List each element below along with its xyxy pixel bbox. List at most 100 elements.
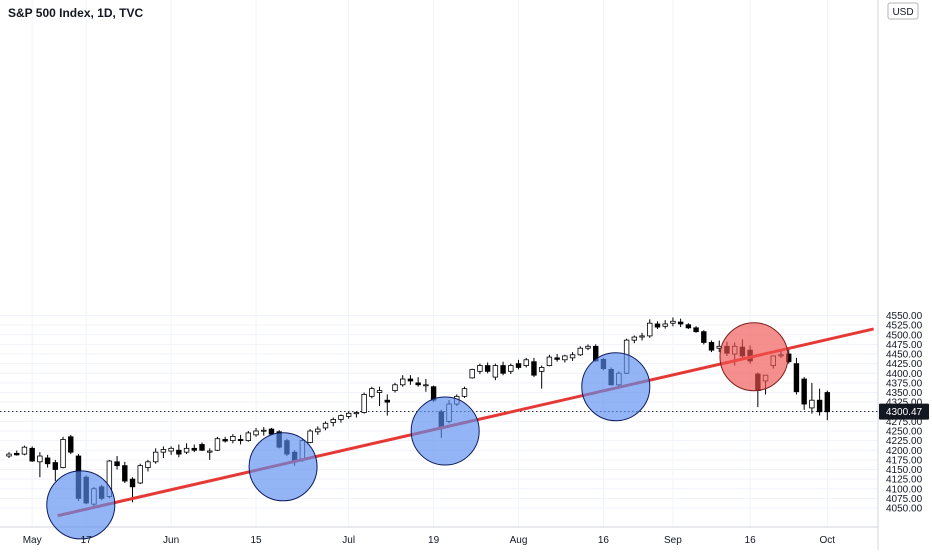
candle-down	[52, 459, 59, 482]
y-tick-label: 4400.00	[886, 369, 923, 380]
candle-body	[176, 449, 182, 455]
time-axis: May 17 Jun 15 Jul 19 Aug 16 Sep 16 Oct	[23, 535, 836, 546]
candle-body	[6, 453, 12, 457]
annotations	[46, 322, 874, 540]
y-tick-label: 4375.00	[886, 378, 923, 389]
breakdown-circle[interactable]	[719, 322, 789, 392]
candle-up	[639, 332, 645, 341]
y-tick-label: 4325.00	[886, 398, 923, 409]
candle-body	[562, 355, 568, 361]
candle-up	[253, 427, 259, 437]
candle-down	[415, 377, 421, 387]
y-tick-label: 4100.00	[886, 484, 923, 495]
candle-up	[631, 335, 638, 344]
candle-down	[191, 444, 197, 453]
candle-up	[508, 363, 514, 375]
y-tick-label: 4550.00	[886, 311, 923, 322]
candle-body	[515, 363, 522, 368]
candle-up	[577, 346, 583, 356]
candle-up	[523, 357, 529, 368]
candle-up	[338, 414, 344, 423]
candle-up	[670, 317, 676, 327]
candle-body	[809, 399, 815, 409]
support-circle[interactable]	[248, 432, 318, 502]
candle-body	[268, 428, 275, 435]
candle-body	[14, 452, 20, 456]
x-tick-label: May	[23, 535, 42, 546]
x-tick-label: 19	[428, 535, 440, 546]
y-tick-label: 4250.00	[886, 427, 923, 438]
candle-body	[631, 336, 638, 341]
candle-up	[307, 429, 313, 444]
candle-body	[353, 412, 360, 415]
currency-badge[interactable]: USD	[887, 2, 919, 20]
candle-body	[214, 438, 221, 451]
candle-body	[183, 447, 190, 453]
candle-body	[222, 439, 228, 442]
candle-up	[145, 459, 151, 472]
candle-up	[214, 436, 221, 452]
candle-body	[114, 461, 120, 467]
candle-body	[68, 436, 74, 453]
candle-body	[469, 368, 475, 379]
candle-body	[461, 388, 468, 397]
candle-body	[230, 435, 236, 442]
candle-body	[639, 335, 645, 338]
candle-body	[801, 378, 807, 405]
candle-down	[500, 361, 506, 376]
y-tick-label: 4525.00	[886, 321, 923, 332]
candle-down	[484, 362, 491, 374]
candle-body	[423, 384, 429, 387]
candle-down	[816, 388, 823, 416]
candle-body	[168, 447, 174, 452]
candle-down	[384, 394, 390, 416]
candle-body	[793, 363, 800, 393]
candle-up	[647, 319, 653, 338]
candle-body	[523, 359, 529, 366]
support-circle[interactable]	[581, 352, 651, 422]
support-circle[interactable]	[46, 470, 116, 540]
candle-body	[677, 321, 684, 325]
candle-down	[14, 450, 20, 456]
y-tick-label: 4350.00	[886, 388, 923, 399]
candle-body	[569, 354, 576, 359]
candle-up	[461, 386, 468, 398]
candle-body	[29, 447, 35, 462]
candle-body	[400, 378, 406, 386]
candle-body	[376, 390, 383, 393]
candle-body	[538, 367, 545, 372]
candle-up	[423, 379, 429, 392]
candle-up	[21, 445, 28, 456]
candle-body	[330, 419, 336, 423]
candle-down	[801, 377, 807, 410]
candle-body	[708, 342, 715, 351]
currency-label: USD	[892, 7, 913, 18]
candle-body	[492, 365, 499, 378]
candle-up	[376, 386, 383, 406]
candle-body	[531, 361, 537, 376]
support-circle[interactable]	[410, 396, 480, 466]
candle-up	[477, 363, 483, 375]
candle-down	[222, 436, 228, 443]
candle-down	[793, 357, 800, 395]
candle-down	[68, 434, 74, 455]
candle-body	[816, 399, 823, 413]
y-tick-label: 4075.00	[886, 494, 923, 505]
y-tick-label: 4050.00	[886, 504, 923, 515]
candle-body	[685, 324, 692, 329]
candle-up	[168, 446, 174, 455]
y-tick-label: 4200.00	[886, 446, 923, 457]
candle-down	[693, 326, 699, 333]
candle-down	[199, 442, 205, 452]
x-tick-label: Oct	[820, 535, 836, 546]
candle-down	[237, 434, 244, 445]
candle-body	[484, 365, 491, 372]
x-tick-label: Sep	[664, 535, 682, 546]
candle-body	[662, 323, 668, 327]
candle-down	[554, 354, 560, 362]
candle-body	[322, 422, 329, 429]
candle-up	[569, 352, 576, 361]
candle-body	[315, 428, 321, 433]
candle-body	[647, 322, 653, 337]
